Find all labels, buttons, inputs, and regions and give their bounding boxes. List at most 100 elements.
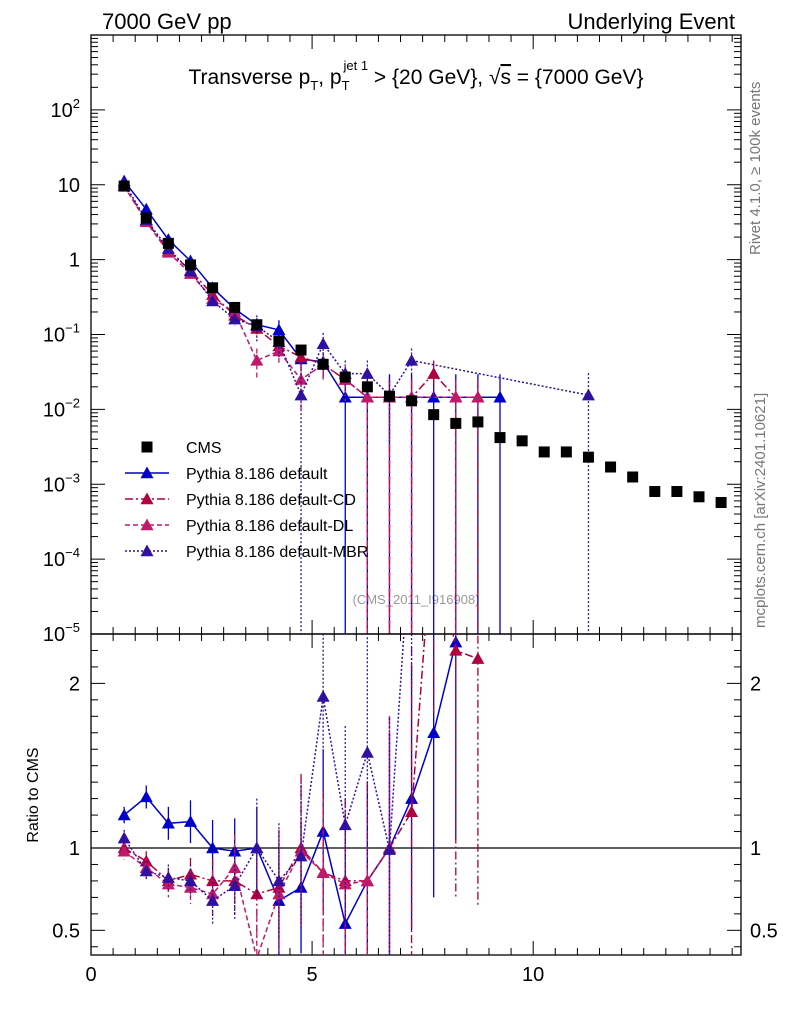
cms-marker <box>207 282 219 294</box>
legend-label: Pythia 8.186 default-DL <box>186 518 353 535</box>
cms-marker <box>229 301 241 313</box>
cms-marker <box>184 259 196 271</box>
legend-marker <box>140 466 154 479</box>
legend-marker <box>140 518 154 531</box>
legend: CMS Pythia 8.186 default Pythia 8.186 defa… <box>125 440 368 561</box>
ratio-tick-label-right: 1 <box>750 838 761 860</box>
x-tick-label: 5 <box>307 964 318 986</box>
legend-entry-default: Pythia 8.186 default <box>125 466 328 483</box>
ratio-marker <box>139 790 153 803</box>
series-marker <box>183 264 197 277</box>
cms-marker <box>118 180 130 192</box>
cms-marker <box>649 486 661 498</box>
ratio-tick-label-left: 2 <box>69 673 80 695</box>
ratio-marker <box>139 864 153 877</box>
series-marker <box>338 390 352 403</box>
y-tick-label: 10−1 <box>43 321 80 347</box>
y-tick-label: 1 <box>69 250 80 272</box>
ratio-marker <box>117 831 131 844</box>
ratio-marker <box>228 879 242 892</box>
y-tick-label: 10−5 <box>43 620 80 646</box>
main-panel: 102 10 1 10−1 10−2 10−3 10−4 10−5 <box>43 34 742 955</box>
cms-marker <box>383 390 395 402</box>
legend-label: Pythia 8.186 default <box>186 466 328 483</box>
cms-marker <box>582 451 594 463</box>
series-marker <box>405 353 419 366</box>
series-marker <box>294 388 308 401</box>
ratio-line <box>123 634 405 902</box>
main-series-group <box>117 174 595 634</box>
series-marker <box>471 390 485 403</box>
ratio-marker <box>183 815 197 827</box>
ratio-marker <box>449 643 463 656</box>
series-marker <box>581 388 595 401</box>
cms-marker <box>339 371 351 383</box>
cms-marker <box>140 212 152 224</box>
cms-marker <box>295 344 307 356</box>
legend-marker <box>140 492 154 505</box>
y-tick-label: 10−2 <box>43 395 80 421</box>
series-line <box>123 180 501 399</box>
y-tick-label: 10−3 <box>43 470 80 496</box>
ratio-line <box>123 634 479 895</box>
cms-marker <box>162 237 174 249</box>
legend-entry-dl: Pythia 8.186 default-DL <box>125 518 353 535</box>
chart-title: Transverse pT, pTjet 1 > {20 GeV}, √s = … <box>188 58 643 93</box>
header-left: 7000 GeV pp <box>102 9 232 34</box>
ratio-line <box>123 642 457 926</box>
legend-marker <box>141 441 153 453</box>
mcplots-label: mcplots.cern.ch [arXiv:2401.10621] <box>752 393 769 628</box>
ratio-marker <box>206 887 220 900</box>
ratio-marker <box>405 805 419 817</box>
cms-marker <box>605 461 617 473</box>
ratio-marker <box>449 635 463 648</box>
ratio-marker <box>183 881 197 893</box>
cms-marker <box>428 409 440 421</box>
ratio-marker <box>316 690 330 702</box>
ratio-tick-label-left: 0.5 <box>52 920 80 942</box>
legend-entry-mbr: Pythia 8.186 default-MBR <box>125 544 368 561</box>
ratio-marker <box>360 746 374 758</box>
series-marker <box>228 312 242 325</box>
ratio-marker <box>250 841 264 854</box>
cms-marker <box>516 435 528 447</box>
ratio-marker <box>294 849 308 862</box>
legend-label: Pythia 8.186 default-CD <box>186 492 356 509</box>
series-marker <box>493 390 507 403</box>
cms-marker <box>693 491 705 503</box>
ratio-marker <box>471 652 485 664</box>
cms-marker <box>317 358 329 370</box>
ratio-marker <box>206 894 220 906</box>
legend-entry-cms: CMS <box>141 440 222 457</box>
series-marker <box>272 323 286 336</box>
series-marker <box>449 390 463 403</box>
cms-marker <box>715 497 727 509</box>
ratio-ylabel: Ratio to CMS <box>25 747 42 842</box>
legend-label: CMS <box>186 440 222 457</box>
cms-marker <box>472 416 484 428</box>
series-line <box>123 185 478 399</box>
ratio-marker <box>161 871 175 883</box>
x-tick-label: 10 <box>522 964 544 986</box>
cms-marker <box>627 471 639 483</box>
y-tick-label: 102 <box>51 96 80 122</box>
rivet-label: Rivet 4.1.0, ≥ 100k events <box>747 82 764 255</box>
ratio-marker <box>338 818 352 831</box>
cms-marker <box>273 335 285 347</box>
ratio-frame <box>90 633 742 956</box>
cms-marker <box>406 395 418 407</box>
ratio-tick-label-right: 0.5 <box>750 920 778 942</box>
legend-entry-cd: Pythia 8.186 default-CD <box>125 492 356 509</box>
ratio-marker <box>272 887 286 900</box>
series-marker <box>272 344 286 357</box>
cms-marker <box>538 446 550 458</box>
series-default <box>117 174 507 634</box>
series-mbr <box>117 176 595 634</box>
cms-series <box>118 180 727 509</box>
y-tick-label: 10−4 <box>43 545 80 571</box>
ratio-panel: 0 5 10 2 2 1 1 0.5 0.5 <box>52 633 778 986</box>
ratio-marker <box>382 843 396 855</box>
ratio-tick-label-right: 2 <box>750 673 761 695</box>
cms-marker <box>450 417 462 429</box>
